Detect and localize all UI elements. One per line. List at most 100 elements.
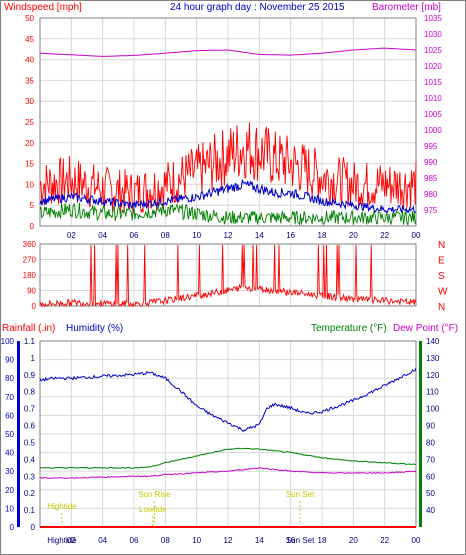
rainfall-axis-label: Rainfall (.in) — [2, 323, 55, 334]
wind-average-line — [39, 179, 417, 215]
wind-x-tick-label: 14 — [255, 231, 264, 240]
direction-frame — [39, 243, 417, 307]
event-label: Hightide — [47, 502, 77, 511]
direction-y-tick-label: 90 — [27, 287, 36, 296]
temperature-y-tick-label: 100 — [426, 405, 440, 414]
humidity-x-tick-label: 04 — [98, 536, 107, 545]
humidity-axis-bar — [17, 341, 20, 527]
wind-y-tick-label: 30 — [25, 97, 34, 106]
temperature-line — [39, 447, 416, 469]
wind-y-tick-label: 35 — [25, 76, 34, 85]
temperature-y-tick-label: 80 — [426, 438, 435, 447]
wind-x-tick-label: 08 — [161, 231, 170, 240]
humidity-x-tick-label: 08 — [161, 536, 170, 545]
wind-frame — [39, 17, 417, 227]
barometer-y-tick-label: 1035 — [424, 14, 442, 23]
wind-x-tick-label: 00 — [412, 231, 421, 240]
barometer-y-tick-label: 1030 — [424, 30, 442, 39]
direction-y-tick-label: 180 — [23, 271, 37, 280]
rainfall-y-tick-label: 0.7 — [24, 405, 36, 414]
barometer-y-tick-label: 1015 — [424, 78, 442, 87]
barometer-y-tick-label: 995 — [424, 142, 438, 151]
event-label: Lowtide — [139, 505, 167, 514]
barometer-y-tick-label: 975 — [424, 206, 438, 215]
humidity-x-tick-label: 14 — [255, 536, 264, 545]
temperature-y-tick-label: 110 — [426, 388, 439, 397]
temperature-y-tick-label: 90 — [426, 422, 435, 431]
rainfall-y-tick-label: 0.4 — [24, 455, 36, 464]
wind-x-tick-label: 04 — [98, 231, 107, 240]
humidity-y-tick-label: 50 — [5, 430, 14, 439]
rainfall-y-tick-label: 1.1 — [24, 337, 36, 346]
rainfall-y-tick-label: 0.3 — [24, 472, 36, 481]
humidity-y-tick-label: 90 — [5, 356, 14, 365]
humidity-axis-label: Humidity (%) — [66, 323, 123, 334]
direction-y-tick-label: 0 — [32, 302, 37, 311]
rainfall-y-tick-label: 0 — [31, 523, 36, 532]
barometer-y-tick-label: 990 — [424, 158, 438, 167]
barometer-y-tick-label: 1020 — [424, 62, 442, 71]
barometer-y-tick-label: 1005 — [424, 110, 442, 119]
rainfall-y-tick-label: 0.6 — [24, 422, 36, 431]
barometer-y-tick-label: 1025 — [424, 46, 442, 55]
wind-x-tick-label: 12 — [224, 231, 233, 240]
wind-x-tick-label: 18 — [318, 231, 327, 240]
wind-x-tick-label: 02 — [67, 231, 76, 240]
humidity-y-tick-label: 100 — [1, 337, 15, 346]
wind-y-tick-label: 15 — [25, 160, 34, 169]
wind-low-line — [39, 201, 417, 226]
temperature-y-tick-label: 130 — [426, 354, 440, 363]
humidity-y-tick-label: 10 — [5, 504, 14, 513]
humidity-x-tick-label: 10 — [192, 536, 201, 545]
event-bottom-label: Sun Set — [286, 536, 315, 545]
humidity-x-tick-label: 18 — [318, 536, 327, 545]
humidity-y-tick-label: 80 — [5, 374, 14, 383]
barometer-y-tick-label: 1000 — [424, 126, 442, 135]
wind-direction-line — [39, 244, 417, 308]
wind-y-tick-label: 40 — [25, 56, 34, 65]
event-label: Sun Set — [286, 490, 315, 499]
humidity-y-tick-label: 60 — [5, 411, 14, 420]
wind-x-tick-label: 20 — [349, 231, 358, 240]
wind-y-tick-label: 45 — [25, 35, 34, 44]
humidity-y-tick-label: 30 — [5, 467, 14, 476]
temperature-y-tick-label: 140 — [426, 337, 440, 346]
temperature-axis-label: Temperature (°F) — [311, 323, 387, 334]
wind-y-tick-label: 50 — [25, 14, 34, 23]
wind-x-tick-label: 22 — [380, 231, 389, 240]
temperature-y-tick-label: 50 — [426, 489, 435, 498]
chart-title: 24 hour graph day : November 25 2015 — [170, 2, 345, 13]
wind-y-tick-label: 0 — [30, 222, 35, 231]
event-label: Sun Rise — [138, 490, 171, 499]
humidity-x-tick-label: 20 — [349, 536, 358, 545]
direction-y-tick-label: 270 — [23, 256, 37, 265]
humidity-line — [39, 367, 417, 433]
rainfall-y-tick-label: 0.1 — [24, 506, 36, 515]
barometer-y-tick-label: 1010 — [424, 94, 442, 103]
humidity-x-tick-label: 12 — [224, 536, 233, 545]
direction-compass-label: W — [438, 287, 448, 298]
rainfall-y-tick-label: 0.2 — [24, 489, 36, 498]
wind-y-tick-label: 10 — [25, 180, 34, 189]
wind-axis-label: Windspeed [mph] — [4, 2, 82, 13]
humidity-y-tick-label: 0 — [10, 523, 15, 532]
direction-y-tick-label: 360 — [23, 240, 37, 249]
wind-gust-line — [39, 122, 417, 214]
wind-y-tick-label: 5 — [30, 201, 35, 210]
event-bottom-label: Hightide — [47, 536, 77, 545]
humidity-x-tick-label: 00 — [412, 536, 421, 545]
dewpoint-axis-label: Dew Point (°F) — [393, 323, 458, 334]
wind-x-tick-label: 06 — [130, 231, 139, 240]
wind-x-tick-label: 16 — [286, 231, 295, 240]
wind-y-tick-label: 25 — [25, 118, 34, 127]
direction-compass-label: N — [438, 240, 445, 251]
rainfall-y-tick-label: 0.8 — [24, 388, 36, 397]
rainfall-y-tick-label: 0.5 — [24, 438, 36, 447]
dewpoint-line — [39, 467, 417, 479]
barometer-y-tick-label: 980 — [424, 190, 438, 199]
rainfall-y-tick-label: 0.9 — [24, 371, 36, 380]
humidity-x-tick-label: 02 — [67, 536, 76, 545]
rainfall-y-tick-label: 1 — [31, 354, 36, 363]
temperature-y-tick-label: 40 — [426, 506, 435, 515]
